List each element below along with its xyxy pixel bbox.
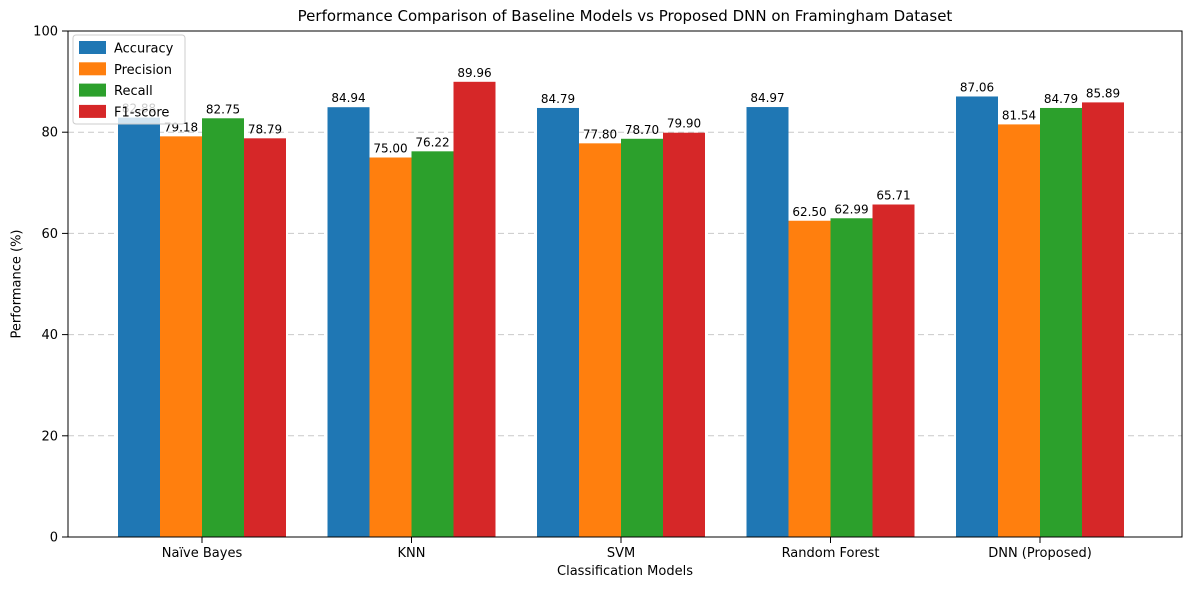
y-tick-label: 80 <box>41 126 58 141</box>
bar-value-label: 81.54 <box>1002 108 1036 122</box>
bar-precision <box>160 136 202 538</box>
bar-accuracy <box>956 96 998 537</box>
bar-f1-score <box>453 81 496 537</box>
y-tick-label: 100 <box>33 25 58 40</box>
bar-value-label: 84.79 <box>1044 92 1078 106</box>
bar-value-label: 78.70 <box>625 123 659 137</box>
legend: Accuracy Precision Recall F1-score <box>72 34 186 125</box>
bar-recall <box>830 218 873 537</box>
bar-recall <box>1040 107 1082 538</box>
bar-f1-score <box>1082 102 1124 537</box>
legend-swatch <box>79 104 106 118</box>
x-tick-label: DNN (Proposed) <box>988 546 1092 561</box>
x-tick-label: Random Forest <box>782 546 880 561</box>
x-tick-label: Naïve Bayes <box>162 546 243 561</box>
bar-value-label: 62.50 <box>792 205 826 219</box>
bar-value-label: 78.79 <box>248 122 282 136</box>
bar-precision <box>369 157 412 537</box>
bar-value-label: 79.90 <box>667 117 701 131</box>
legend-box <box>72 34 186 125</box>
bar-recall <box>411 151 454 538</box>
legend-swatch <box>79 41 106 54</box>
bar-value-label: 75.00 <box>373 142 407 156</box>
bar-f1-score <box>872 204 915 538</box>
plot-border <box>67 30 1183 538</box>
x-tick-label: KNN <box>398 546 426 561</box>
legend-label: Recall <box>114 84 153 99</box>
bar-precision <box>998 124 1040 538</box>
bar-value-label: 89.96 <box>457 66 491 80</box>
x-axis-ticks: Naïve Bayes KNN SVM Random Forest DNN (Propo… <box>162 537 1092 561</box>
bar-value-label: 76.22 <box>415 135 449 149</box>
bar-value-label: 85.89 <box>1086 86 1120 100</box>
y-tick-label: 40 <box>41 328 58 343</box>
bar-f1-score <box>663 132 705 537</box>
bar-value-label: 84.97 <box>750 91 784 105</box>
bar-value-label: 84.94 <box>331 91 365 105</box>
bar-value-label: 77.80 <box>583 127 617 141</box>
bar-recall <box>202 118 244 537</box>
bar-precision <box>579 143 621 537</box>
bar-value-label: 65.71 <box>876 189 910 203</box>
bar-value-label: 82.75 <box>206 102 240 116</box>
bar-accuracy <box>327 107 370 537</box>
y-tick-label: 20 <box>41 429 58 444</box>
bar-value-label: 62.99 <box>834 202 868 216</box>
y-axis-ticks: 0 20 40 60 80 100 <box>33 25 68 546</box>
bar-value-label: 87.06 <box>960 80 994 94</box>
bar-accuracy <box>118 117 160 537</box>
x-axis-title: Classification Models <box>557 564 693 579</box>
chart-title: Performance Comparison of Baseline Model… <box>297 7 953 25</box>
bar-precision <box>788 220 831 537</box>
bar-f1-score <box>244 138 286 537</box>
bar-accuracy <box>746 107 789 537</box>
legend-swatch <box>79 83 106 97</box>
bar-recall <box>621 138 663 537</box>
y-tick-label: 0 <box>50 531 58 546</box>
bar-value-label: 84.79 <box>541 92 575 106</box>
bar-accuracy <box>537 107 579 538</box>
legend-swatch <box>79 62 106 76</box>
legend-label: Precision <box>114 63 172 78</box>
legend-label: F1-score <box>114 105 169 120</box>
legend-label: Accuracy <box>114 42 174 57</box>
bars: 82.8884.9484.7984.9787.0679.1875.0077.80… <box>118 66 1124 538</box>
x-tick-label: SVM <box>607 546 635 561</box>
y-axis-title: Performance (%) <box>9 229 25 339</box>
y-tick-label: 60 <box>41 227 58 242</box>
